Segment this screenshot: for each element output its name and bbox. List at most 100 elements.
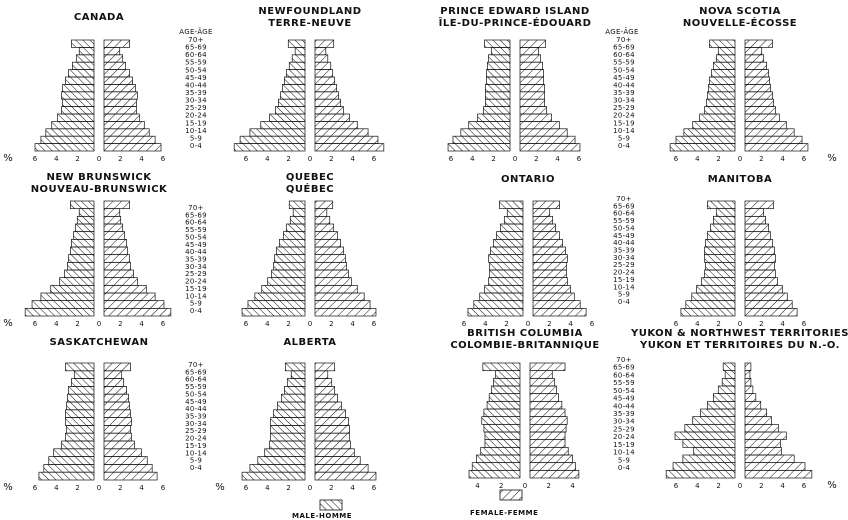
bar-female	[103, 440, 135, 450]
bar-male	[488, 393, 521, 402]
bar-male	[503, 215, 524, 225]
bar-male	[468, 469, 521, 479]
age-group-label: 10-14	[613, 127, 635, 135]
bar-male	[68, 386, 95, 395]
bar-female	[314, 432, 350, 442]
panel-title: NEWFOUNDLAND	[258, 6, 361, 17]
age-group-label: 45-49	[613, 395, 635, 403]
bar-male	[447, 143, 511, 152]
age-group-label: 40-44	[613, 81, 635, 89]
bar-female	[103, 128, 150, 137]
age-label-column: 0-45-910-1415-1920-2425-2930-3435-3940-4…	[613, 356, 635, 472]
bar-female	[744, 261, 775, 271]
bar-female	[103, 121, 145, 130]
x-tick-label: 2	[118, 320, 122, 328]
x-tick-label: 6	[674, 482, 679, 490]
bar-male	[31, 300, 95, 309]
x-tick-label: 6	[462, 320, 467, 328]
bar-female	[519, 98, 545, 107]
age-group-label: 70+	[616, 195, 632, 203]
bar-male	[78, 47, 95, 56]
age-group-label: 20-24	[613, 112, 635, 120]
x-tick-label: 4	[350, 320, 355, 328]
bar-male	[489, 261, 524, 271]
bar-female	[532, 292, 575, 302]
age-group-label: 35-39	[613, 247, 635, 255]
bar-female	[529, 416, 568, 425]
bar-female	[314, 307, 377, 317]
bar-male	[704, 106, 736, 115]
bar-female	[744, 277, 778, 286]
age-group-label: 30-34	[185, 97, 207, 105]
x-tick-label: 6	[449, 155, 454, 163]
bar-male	[68, 254, 95, 263]
bar-male	[290, 370, 306, 379]
bar-male	[487, 61, 511, 70]
bar-male	[71, 378, 95, 387]
bar-female	[744, 400, 762, 410]
x-tick-label: 6	[802, 320, 807, 328]
x-tick-label: 6	[372, 155, 377, 163]
age-group-label: 65-69	[613, 44, 635, 52]
panel-title: ÎLE-DU-PRINCE-ÉDOUARD	[439, 16, 592, 29]
bar-male	[75, 54, 95, 63]
x-tick-label: 4	[54, 484, 59, 492]
bar-male	[62, 98, 95, 107]
bar-male	[270, 432, 306, 442]
bar-female	[529, 446, 569, 456]
bar-male	[484, 439, 521, 448]
bar-female	[744, 91, 773, 100]
bar-female	[744, 200, 774, 210]
age-group-label: 60-64	[613, 210, 635, 218]
bar-female	[744, 215, 766, 225]
age-group-label: 70+	[188, 361, 204, 369]
age-group-label: 50-54	[613, 66, 635, 74]
panel-title: NOUVELLE-ÉCOSSE	[683, 16, 797, 29]
bar-male	[486, 69, 511, 78]
x-tick-label: 2	[75, 155, 79, 163]
bar-female	[529, 454, 573, 464]
bar-male	[496, 231, 524, 240]
age-group-label: 0-4	[190, 464, 203, 472]
bar-female	[744, 61, 767, 70]
bar-female	[103, 84, 136, 93]
bar-male	[288, 200, 306, 210]
age-group-label: 65-69	[185, 211, 207, 219]
age-group-label: 60-64	[613, 371, 635, 379]
bar-male	[713, 393, 736, 402]
x-tick-label: 6	[674, 320, 679, 328]
pyramid-panel-saskatchewan: SASKATCHEWAN 6 4 2 0 2 4 6%	[3, 337, 166, 493]
bar-male	[485, 84, 511, 93]
bar-male	[717, 385, 736, 395]
age-group-label: 25-29	[613, 104, 635, 112]
bar-female	[314, 261, 347, 271]
age-group-label: 60-64	[185, 376, 207, 384]
x-tick-label: 0	[308, 155, 312, 163]
bar-female	[103, 448, 142, 457]
age-group-label: 20-24	[613, 433, 635, 441]
x-tick-label: 6	[372, 484, 377, 492]
bar-male	[273, 409, 306, 418]
bar-male	[484, 39, 511, 48]
age-group-label: 45-49	[613, 74, 635, 82]
x-tick-label: 4	[139, 155, 144, 163]
bar-male	[692, 416, 736, 425]
age-group-label: 0-4	[190, 142, 203, 150]
x-tick-label: 0	[97, 155, 101, 163]
bar-female	[744, 143, 809, 152]
bar-female	[314, 106, 344, 115]
bar-female	[744, 135, 803, 144]
age-group-label: 55-59	[613, 59, 635, 67]
bar-female	[314, 246, 344, 256]
bar-male	[682, 439, 736, 448]
age-group-label: 65-69	[185, 368, 207, 376]
bar-male	[485, 91, 511, 100]
bar-female	[103, 471, 158, 481]
bar-female	[314, 143, 385, 152]
bar-female	[529, 469, 580, 479]
bar-female	[744, 292, 788, 302]
bar-male	[51, 121, 95, 130]
age-group-label: 55-59	[613, 217, 635, 225]
age-group-label: 60-64	[185, 51, 207, 59]
